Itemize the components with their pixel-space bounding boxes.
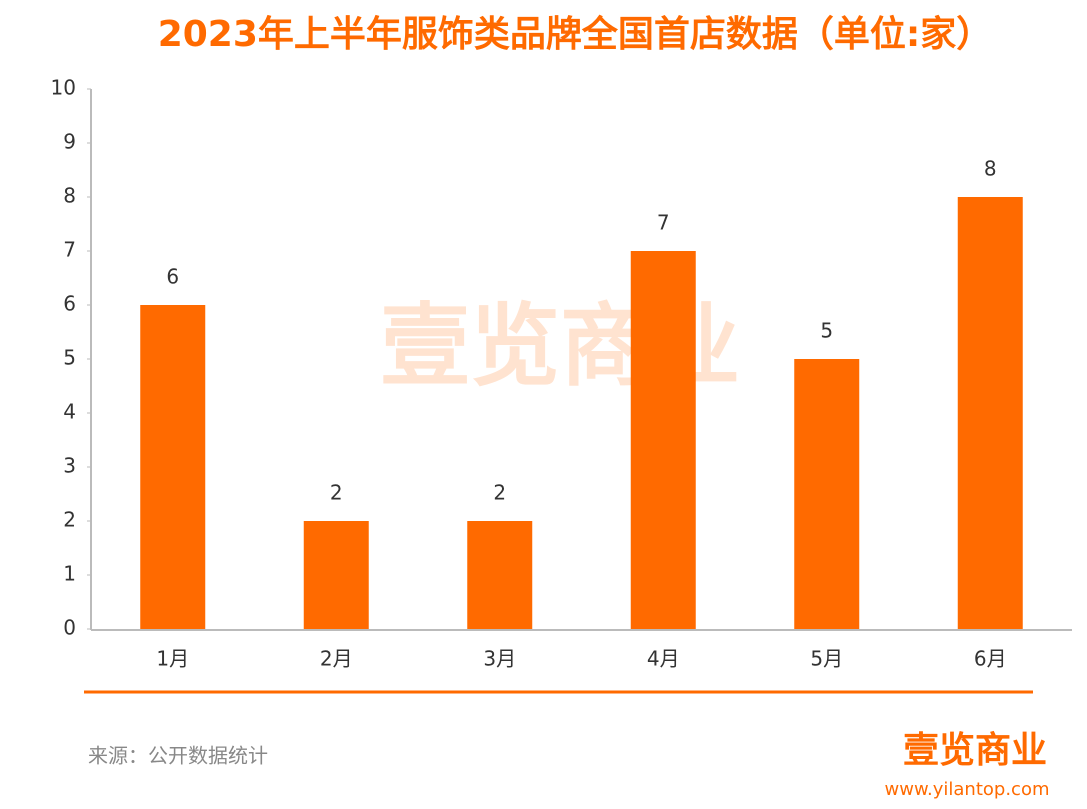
y-tick-label: 9 [63,130,76,154]
y-tick-label: 10 [51,76,76,100]
value-label: 5 [820,319,833,343]
value-label: 2 [330,481,343,505]
x-tick-label: 3月 [483,647,516,671]
x-tick-label: 4月 [647,647,680,671]
y-tick-label: 3 [63,454,76,478]
logo-url: www.yilantop.com [885,779,1050,800]
bar [630,251,696,629]
bar [303,521,369,629]
x-tick-label: 1月 [156,647,189,671]
y-tick-label: 1 [63,562,76,586]
logo: 壹览商业 [903,730,1047,771]
value-label: 7 [657,211,670,235]
y-tick-label: 6 [63,292,76,316]
source: 来源：公开数据统计 [88,744,268,768]
y-tick-label: 4 [63,400,76,424]
value-label: 2 [493,481,506,505]
y-tick-label: 5 [63,346,76,370]
y-tick-label: 2 [63,508,76,532]
x-tick-label: 5月 [810,647,843,671]
bar [794,359,860,629]
chart-title: 2023年上半年服饰类品牌全国首店数据（单位:家） [158,13,993,55]
y-tick-label: 7 [63,238,76,262]
bar [467,521,533,629]
value-label: 8 [984,157,997,181]
bar [140,305,206,629]
y-tick-label: 0 [63,616,76,640]
x-tick-label: 6月 [974,647,1007,671]
bar [957,197,1023,629]
value-label: 6 [166,265,179,289]
x-tick-label: 2月 [320,647,353,671]
y-tick-label: 8 [63,184,76,208]
